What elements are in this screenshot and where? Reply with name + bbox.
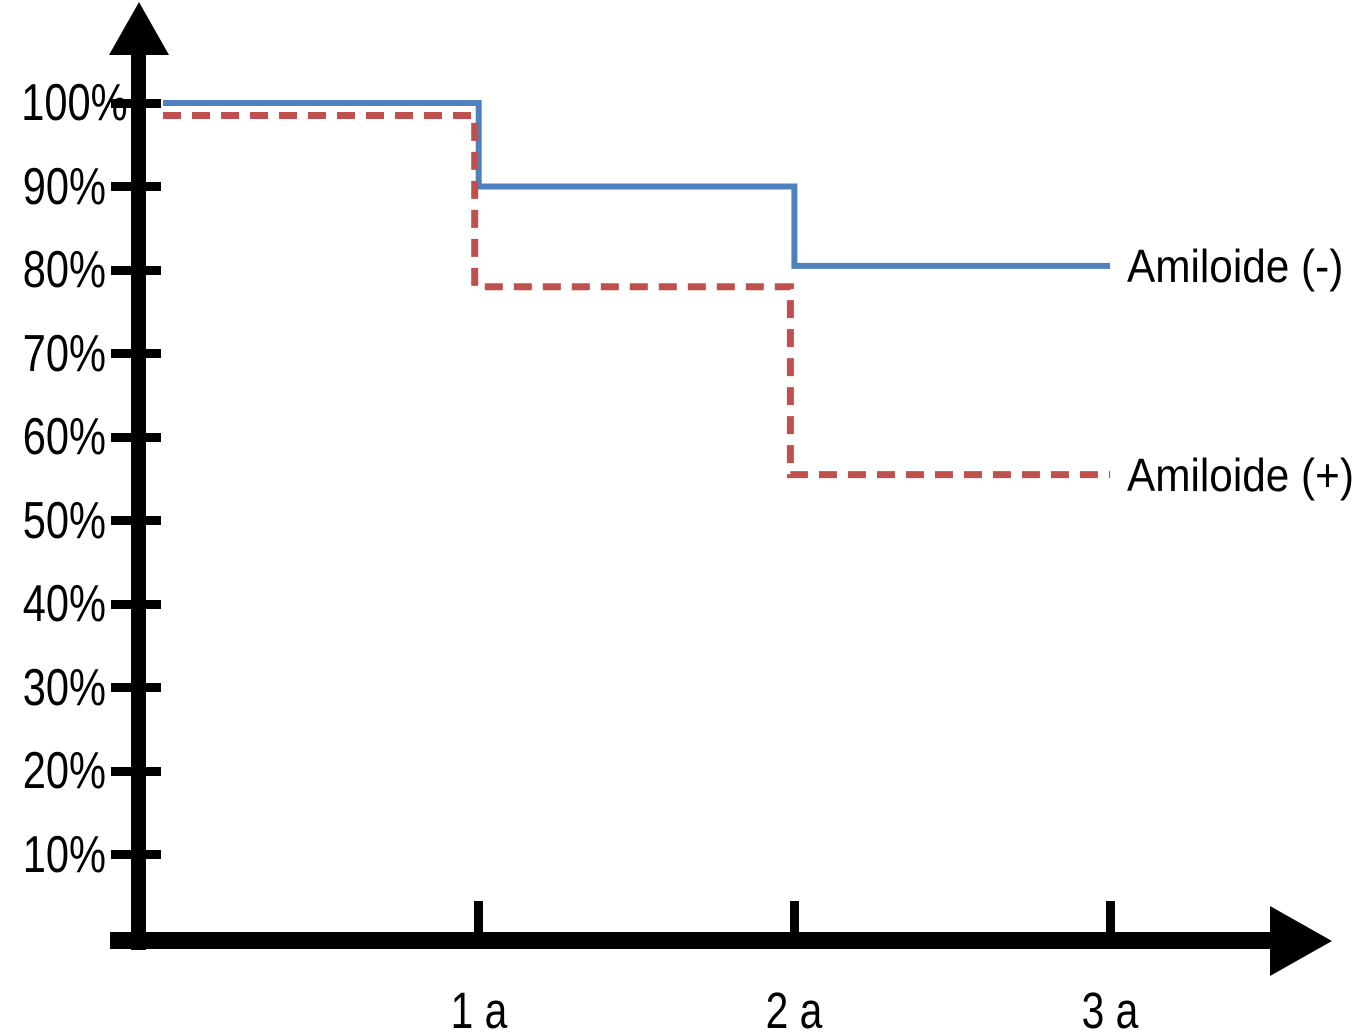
- y-axis-tick: [111, 683, 161, 692]
- x-axis-tick-label: 3 a: [1081, 982, 1139, 1035]
- x-axis-line: [110, 932, 1270, 949]
- series-line-amiloide-negative: [163, 100, 1111, 269]
- x-axis-tick: [789, 901, 799, 932]
- y-axis-tick-label: 10%: [22, 825, 107, 884]
- y-axis-tick-label: 20%: [22, 742, 107, 800]
- x-axis-tick-label: 2 a: [766, 982, 823, 1035]
- x-axis-tick-label: 1 a: [450, 982, 508, 1035]
- series-line-amiloide-positive: [163, 112, 1111, 479]
- x-axis-tick: [474, 901, 484, 932]
- y-axis-tick-label: 40%: [22, 575, 107, 633]
- y-axis-tick-label: 60%: [22, 408, 107, 466]
- y-axis-tick: [111, 182, 161, 191]
- y-axis-tick-label: 70%: [22, 324, 107, 383]
- y-axis-tick-label: 80%: [22, 241, 107, 299]
- x-axis-tick: [1105, 901, 1115, 932]
- y-axis-tick: [111, 766, 161, 776]
- series-label-amiloide-positive: Amiloide (+): [1127, 448, 1354, 501]
- y-axis-tick-label: 50%: [22, 491, 107, 550]
- y-axis-arrow-icon: [109, 2, 169, 55]
- y-axis-tick: [111, 265, 161, 275]
- y-axis-tick: [111, 349, 161, 358]
- y-axis-tick-label: 100%: [21, 74, 128, 132]
- y-axis-tick: [111, 599, 161, 609]
- y-axis-tick-label: 90%: [22, 157, 107, 216]
- series-label-amiloide-negative: Amiloide (-): [1127, 239, 1344, 292]
- y-axis-tick-label: 30%: [22, 658, 107, 717]
- y-axis-tick: [111, 432, 161, 442]
- y-axis-tick: [111, 98, 161, 108]
- y-axis-tick: [111, 850, 161, 859]
- y-axis-tick: [111, 516, 161, 525]
- x-axis-arrow-icon: [1270, 906, 1332, 976]
